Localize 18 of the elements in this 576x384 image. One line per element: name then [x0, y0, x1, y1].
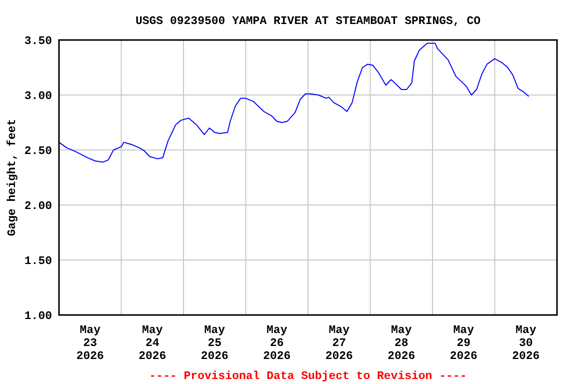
line-series: [58, 42, 529, 163]
y-tick-label: 3.00: [24, 90, 52, 103]
x-tick-label: May 29 2026: [450, 324, 478, 363]
y-tick-label: 1.00: [24, 310, 52, 323]
y-tick-label: 2.00: [24, 200, 52, 213]
text: ---- Provisional Data Subject to Revision ----: [149, 370, 467, 383]
y-tick-label: 1.50: [24, 255, 52, 268]
x-tick-label: May 27 2026: [325, 324, 354, 363]
x-tick-label: May 26 2026: [263, 324, 291, 363]
x-tick-label: May 30 2026: [512, 324, 540, 363]
x-tick-label: May 28 2026: [388, 324, 416, 363]
y-tick-label: 2.50: [24, 145, 52, 158]
x-tick-label: May 23 2026: [76, 324, 104, 363]
y-axis-title: Gage height, feet: [6, 118, 19, 236]
x-tick-label: May 24 2026: [138, 324, 166, 363]
x-tick-label: May 25 2026: [200, 324, 229, 363]
y-tick-label: 3.50: [24, 35, 52, 48]
chart-title: USGS 09239500 YAMPA RIVER AT STEAMBOAT SPRINGS, CO: [135, 15, 481, 28]
